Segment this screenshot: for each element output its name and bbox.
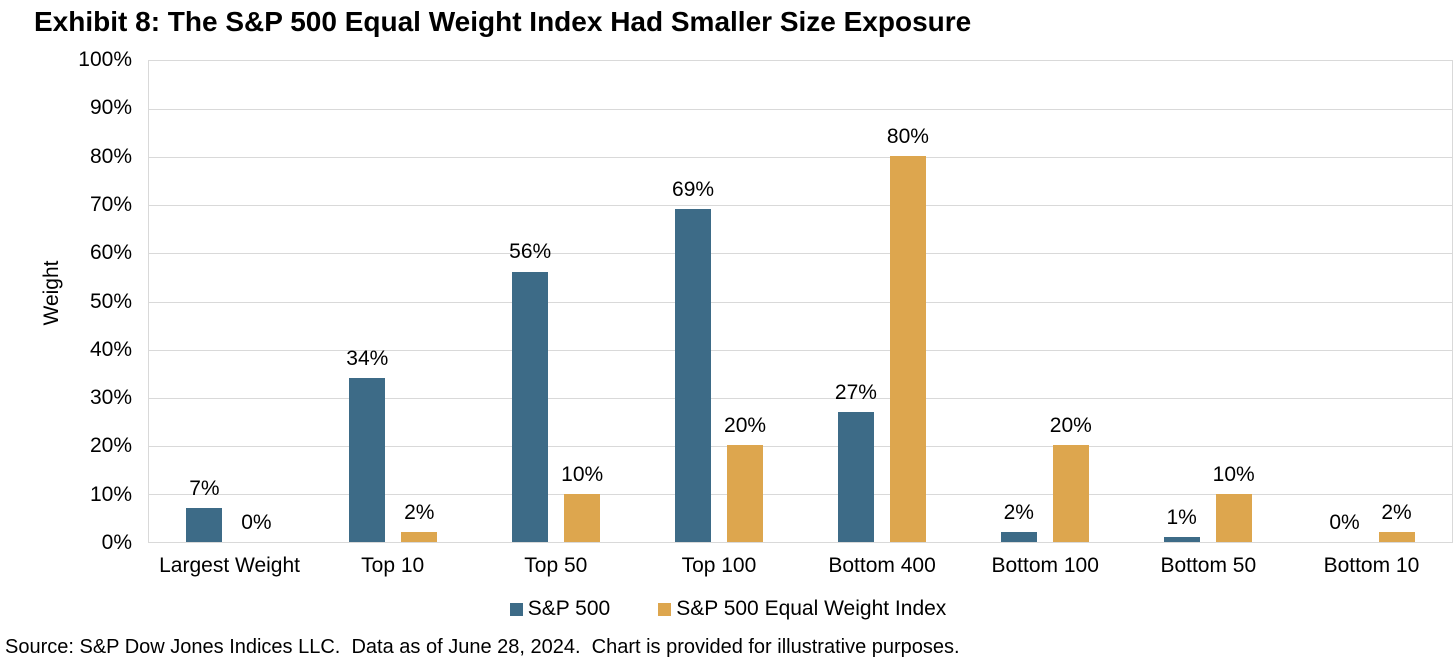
gridline [149, 157, 1452, 159]
y-tick-label: 90% [89, 96, 132, 120]
gridline [149, 349, 1452, 351]
bar-value-label: 27% [834, 380, 877, 404]
y-tick-label: 50% [89, 289, 132, 313]
x-axis-category-labels: Largest Weight Top 10 Top 50 Top 100 Bottom … [148, 554, 1453, 578]
x-category-label: Bottom 100 [991, 554, 1099, 577]
legend-item: S&P 500 Equal Weight Index [658, 597, 946, 621]
bar [1000, 532, 1037, 542]
bar-value-label: 2% [1003, 501, 1034, 525]
y-tick-label: 100% [78, 48, 132, 71]
bar [1163, 537, 1200, 542]
gridline [149, 253, 1452, 255]
bar-slot: 27% [835, 381, 877, 542]
bar-slot: 7% [186, 477, 223, 542]
y-tick-label: 30% [89, 386, 132, 410]
bar-slot: 1% [1163, 506, 1200, 542]
plot-bars: 7% 0% 34% 2% 56% 10% 69% 20% 27% 80% 2% 20% 1% 10% 0% 2… [149, 61, 1452, 542]
bar-value-label: 56% [509, 240, 552, 264]
bar-value-label: 34% [346, 346, 389, 370]
bar-value-label: 20% [1049, 414, 1092, 438]
legend-swatch-icon [509, 602, 523, 616]
y-tick-label: 60% [89, 241, 132, 265]
bar-slot: 2% [1000, 501, 1037, 542]
source-note: Source: S&P Dow Jones Indices LLC. Data … [5, 636, 960, 658]
gridline [149, 205, 1452, 207]
x-category-label: Bottom 50 [1160, 554, 1257, 577]
bar-group: 34% 2% [312, 61, 475, 542]
bar-group: 1% 10% [1126, 61, 1289, 542]
bar-value-label: 1% [1166, 506, 1197, 530]
legend: S&P 500 S&P 500 Equal Weight Index [0, 597, 1456, 621]
legend-label: S&P 500 Equal Weight Index [676, 597, 947, 620]
gridline [149, 445, 1452, 447]
bar [675, 208, 712, 542]
x-category-label: Largest Weight [159, 554, 300, 577]
chart-title: Exhibit 8: The S&P 500 Equal Weight Inde… [34, 6, 972, 37]
bar-group: 2% 20% [963, 61, 1126, 542]
bar-value-label: 10% [561, 462, 604, 486]
bar [727, 445, 764, 542]
y-tick-label: 10% [89, 482, 132, 506]
bar-value-label: 0% [1329, 510, 1360, 534]
bar-slot: 2% [1378, 501, 1415, 542]
bar [837, 411, 874, 542]
legend-label: S&P 500 [527, 597, 611, 620]
bar-slot: 69% [672, 178, 714, 542]
y-tick-label: 0% [101, 531, 132, 554]
bar-value-label: 10% [1212, 462, 1255, 486]
bar-slot: 80% [887, 125, 929, 542]
legend-item: S&P 500 [509, 597, 611, 621]
bar-value-label: 7% [189, 477, 220, 501]
bar-slot: 2% [401, 501, 438, 542]
bar-slot: 10% [1213, 463, 1255, 542]
bar-value-label: 20% [724, 414, 767, 438]
bar-slot: 10% [561, 463, 603, 542]
gridline [149, 301, 1452, 303]
bar-value-label: 69% [672, 177, 715, 201]
bar [401, 532, 438, 542]
bar [349, 377, 386, 542]
bar-value-label: 2% [1381, 501, 1412, 525]
bar-slot: 20% [1050, 414, 1092, 542]
bar-slot: 56% [509, 240, 551, 542]
bar-value-label: 2% [404, 501, 435, 525]
bar-group: 56% 10% [475, 61, 638, 542]
y-tick-label: 80% [89, 144, 132, 168]
x-category-label: Top 10 [361, 554, 425, 577]
gridline [149, 397, 1452, 399]
bar-value-label: 0% [241, 510, 272, 534]
bar [889, 155, 926, 542]
bar [512, 271, 549, 542]
bar-group: 7% 0% [149, 61, 312, 542]
x-category-label: Top 100 [681, 554, 757, 577]
bar-slot: 20% [724, 414, 766, 542]
y-tick-label: 70% [89, 192, 132, 216]
gridline [149, 109, 1452, 111]
plot-area: 7% 0% 34% 2% 56% 10% 69% 20% 27% 80% 2% 20% 1% 10% 0% 2… [148, 60, 1453, 543]
bar-group: 69% 20% [638, 61, 801, 542]
bar-value-label: 80% [886, 124, 929, 148]
x-category-label: Bottom 10 [1323, 554, 1420, 577]
bar-group: 27% 80% [801, 61, 964, 542]
x-category-label: Bottom 400 [828, 554, 936, 577]
y-tick-label: 20% [89, 434, 132, 458]
bar [186, 508, 223, 542]
legend-swatch-icon [658, 602, 672, 616]
bar-group: 0% 2% [1289, 61, 1452, 542]
bar [1052, 445, 1089, 542]
y-axis-tick-labels: 100% 90% 80% 70% 60% 50% 40% 30% 20% 10% 0% [0, 48, 132, 554]
bar [1378, 532, 1415, 542]
y-tick-label: 40% [89, 337, 132, 361]
gridline [149, 493, 1452, 495]
bar [564, 493, 601, 542]
x-category-label: Top 50 [524, 554, 588, 577]
bar [1215, 493, 1252, 542]
bar-slot: 34% [346, 347, 388, 542]
